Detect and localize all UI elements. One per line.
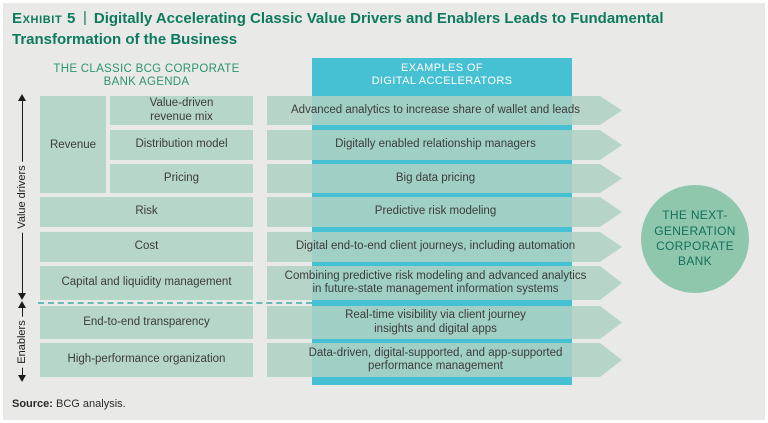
accelerator-arrow-performance-management: Data-driven, digital-supported, and app-… <box>267 343 622 377</box>
arrow-down-icon <box>18 293 26 300</box>
classic-agenda-header: THE CLASSIC BCG CORPORATE BANK AGENDA <box>53 63 240 88</box>
accelerator-arrow-big-data-pricing: Big data pricing <box>267 164 622 193</box>
accelerator-arrow-predictive-risk: Predictive risk modeling <box>267 197 622 227</box>
title-divider: | <box>82 9 87 26</box>
accelerator-arrow-mis: Combining predictive risk modeling and a… <box>267 266 622 300</box>
accelerator-arrow-analytics-wallet: Advanced analytics to increase share of … <box>267 96 622 125</box>
source-text: BCG analysis. <box>52 398 126 410</box>
next-generation-bank-circle: THE NEXT- GENERATION CORPORATE BANK <box>641 185 749 293</box>
value-drivers-axis: Value drivers <box>14 94 30 300</box>
arrow-down-icon <box>18 375 26 382</box>
agenda-box-pricing: Pricing <box>110 164 253 193</box>
enablers-label: Enablers <box>16 315 28 368</box>
agenda-box-high-performance-organization: High-performance organization <box>40 343 253 377</box>
source-note: Source: BCG analysis. <box>12 398 126 410</box>
exhibit-title: Exhibit 5 | Digitally Accelerating Classic… <box>12 8 760 50</box>
digital-accelerators-header: EXAMPLES OF DIGITAL ACCELERATORS <box>312 58 572 92</box>
agenda-box-end-to-end-transparency: End-to-end transparency <box>40 306 253 339</box>
arrow-up-icon <box>18 94 26 101</box>
agenda-box-capital-liquidity: Capital and liquidity management <box>40 266 253 300</box>
accelerator-arrow-real-time-visibility: Real-time visibility via client journey … <box>267 306 622 339</box>
accelerator-arrow-relationship-managers: Digitally enabled relationship managers <box>267 130 622 160</box>
enablers-axis: Enablers <box>14 301 30 382</box>
accelerator-arrow-client-journeys: Digital end-to-end client journeys, incl… <box>267 232 622 262</box>
exhibit-number: Exhibit 5 <box>12 10 76 27</box>
agenda-box-value-driven-revenue-mix: Value-driven revenue mix <box>110 96 253 125</box>
value-drivers-label: Value drivers <box>16 161 28 233</box>
agenda-box-risk: Risk <box>40 197 253 227</box>
agenda-box-distribution-model: Distribution model <box>110 130 253 160</box>
arrow-up-icon <box>18 301 26 308</box>
title-text: Digitally Accelerating Classic Value Dri… <box>12 10 664 48</box>
agenda-box-cost: Cost <box>40 232 253 262</box>
value-drivers-enablers-divider <box>38 302 312 304</box>
source-label: Source: <box>12 398 53 410</box>
agenda-box-revenue: Revenue <box>40 96 106 193</box>
